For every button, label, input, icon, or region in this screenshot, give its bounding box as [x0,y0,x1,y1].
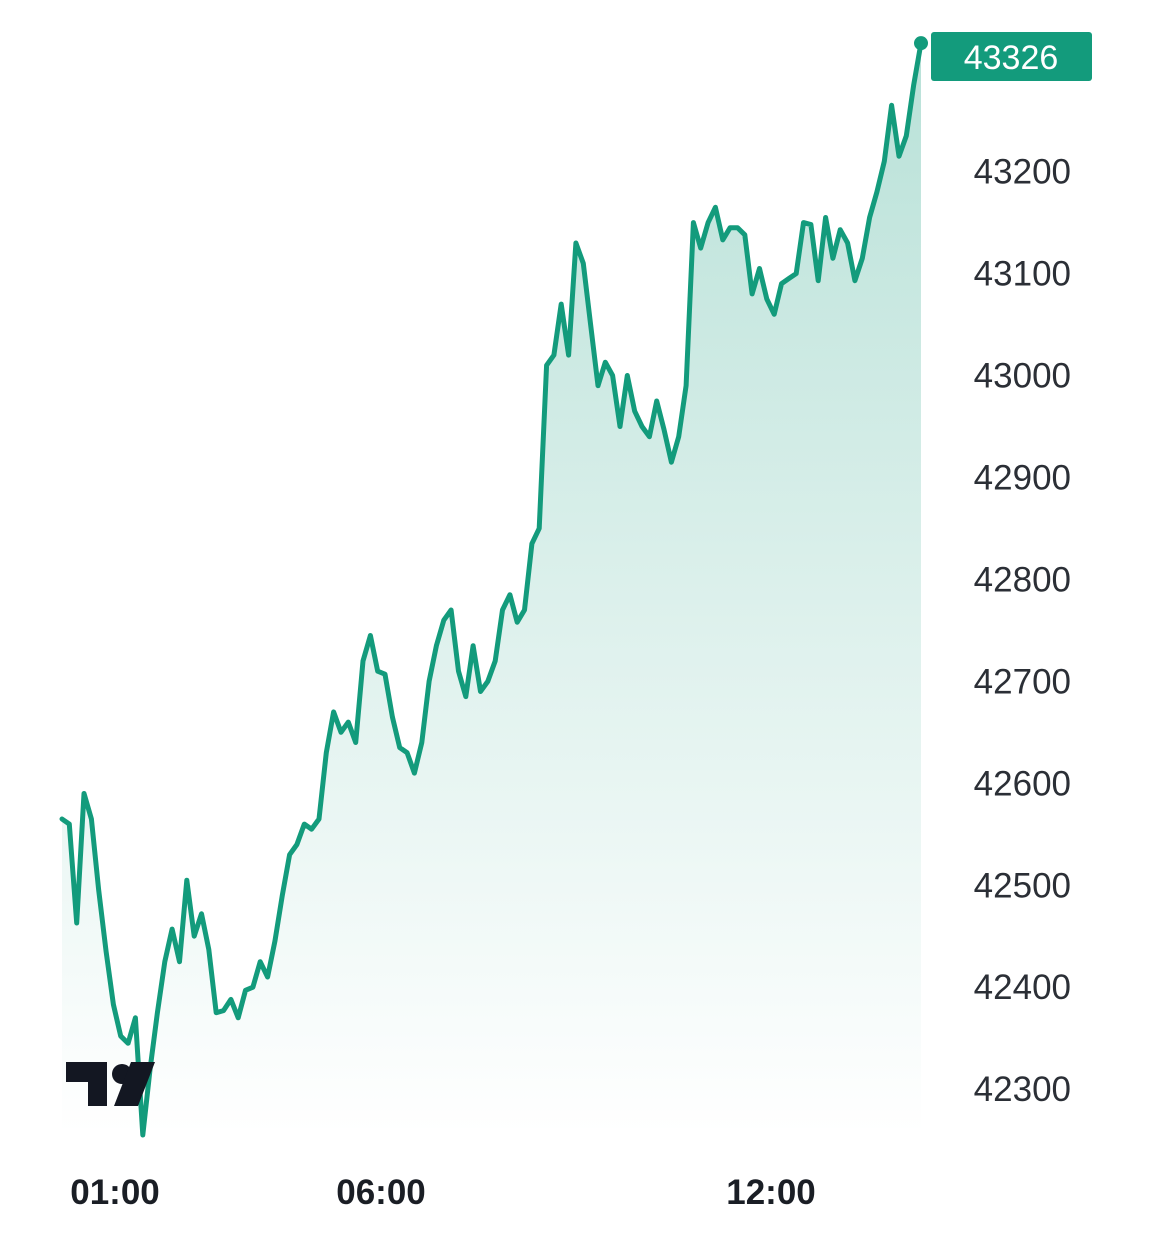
y-tick-label: 42600 [974,764,1071,803]
y-tick-label: 42700 [974,662,1071,701]
price-area-fill [62,43,921,1136]
y-tick-label: 42900 [974,458,1071,497]
x-axis: 01:00 06:00 12:00 [70,1173,816,1212]
y-tick-label: 43000 [974,357,1071,396]
y-tick-label: 42300 [974,1070,1071,1109]
last-price-label: 43326 [931,32,1092,81]
tv-logo-mark [66,1062,107,1106]
y-tick-label: 42400 [974,968,1071,1007]
y-tick-label: 43100 [974,255,1071,294]
last-price-value: 43326 [964,39,1059,77]
y-tick-label: 42800 [974,560,1071,599]
x-tick-label: 12:00 [726,1173,816,1212]
x-tick-label: 06:00 [336,1173,426,1212]
plot-area [59,36,928,1138]
last-price-label-bg [931,32,1092,81]
y-tick-label: 43200 [974,153,1071,192]
y-axis: 42300 42400 42500 42600 42700 42800 42900 43000… [974,153,1071,1110]
price-line [59,40,924,1138]
tradingview-logo [66,1062,155,1106]
tv-logo-slash [114,1062,155,1106]
y-tick-label: 42500 [974,866,1071,905]
last-price-point [914,36,928,51]
x-tick-label: 01:00 [70,1173,160,1212]
